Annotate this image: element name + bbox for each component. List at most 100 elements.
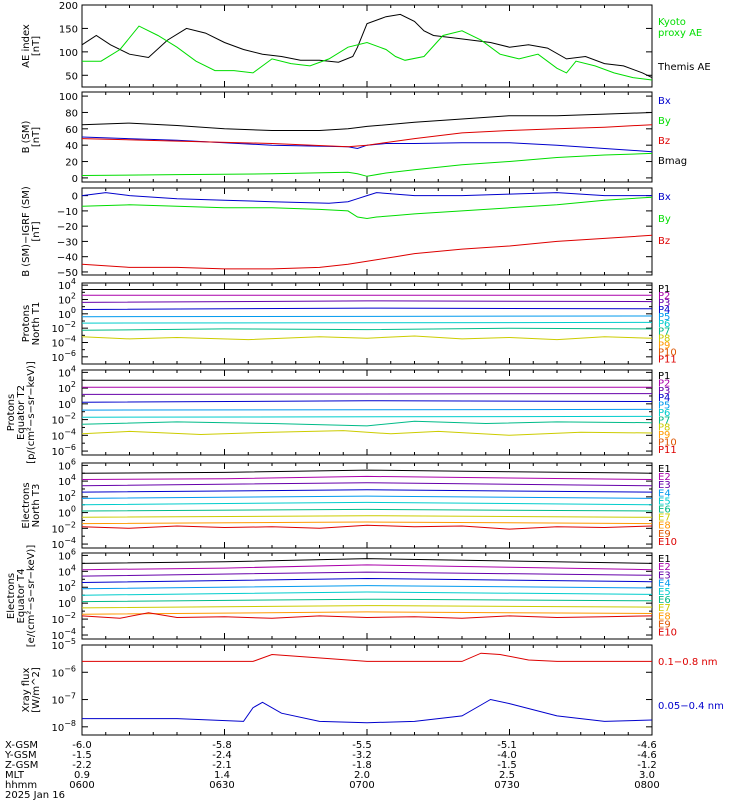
ephemeris-row-label: Y-GSM: [4, 750, 37, 761]
series-line-bz: [81, 124, 653, 148]
series-line-themis-ae: [81, 13, 653, 79]
y-tick-label: 104: [58, 277, 76, 292]
series-line-p7: [81, 420, 653, 427]
y-tick-label: 20: [65, 158, 78, 169]
legend-item: P4: [658, 305, 670, 316]
series-line-0-05-0-4-nm: [82, 698, 653, 724]
series-line-bmag: [81, 112, 653, 131]
legend-item: P6: [658, 408, 670, 419]
legend-item: P7: [658, 326, 670, 337]
series-line-e1: [81, 469, 653, 474]
series-line-e10: [81, 612, 653, 619]
series-line-p8: [81, 430, 653, 436]
panel-frame: [81, 91, 653, 183]
legend-item: P2: [658, 291, 670, 302]
y-tick-label: 40: [65, 141, 78, 152]
y-tick-label: 10−2: [51, 520, 76, 535]
series-line-p5: [81, 315, 653, 318]
legend-item: E4: [658, 579, 671, 590]
y-axis-label: Equator T4: [16, 569, 27, 624]
panel-frame: [81, 369, 653, 456]
series-line-e6: [81, 501, 653, 506]
y-tick-label: 60: [65, 125, 78, 136]
panel-frame: [81, 644, 653, 736]
series-line-e8: [81, 515, 653, 518]
ephemeris-value: -4.0: [497, 750, 517, 761]
y-axis-label: Xray flux: [21, 668, 32, 713]
y-tick-label: −40: [57, 253, 78, 264]
y-tick-label: 0: [72, 192, 78, 203]
series-line-e2: [81, 564, 653, 571]
series-line-e3: [81, 571, 653, 577]
series-line-e4: [81, 577, 653, 583]
ephemeris-row-label: Z-GSM: [5, 760, 38, 771]
series-line-p5: [81, 408, 653, 411]
legend-item: P8: [658, 423, 670, 434]
legend-item: Bmag: [658, 156, 687, 167]
ephemeris-value: -1.5: [72, 750, 92, 761]
legend-item: E7: [658, 513, 671, 524]
legend-item: Themis AE: [657, 62, 711, 73]
series-line-bx: [81, 136, 653, 153]
legend-item: P1: [658, 284, 670, 295]
legend-item: By: [658, 214, 671, 225]
y-axis-label: [p/(cm²−s−sr−keV)]: [26, 361, 37, 464]
legend-item: proxy AE: [658, 28, 702, 39]
legend-item: E1: [658, 554, 671, 565]
legend-item: E3: [658, 570, 671, 581]
y-tick-label: 104: [58, 364, 76, 379]
legend-item: P10: [658, 347, 677, 358]
legend-item: E6: [658, 504, 671, 515]
y-tick-label: 10−4: [51, 536, 76, 551]
y-tick-label: 10−2: [51, 412, 76, 427]
ephemeris-value: 0800: [634, 780, 659, 791]
ephemeris-value: -1.5: [497, 760, 517, 771]
legend-item: E10: [658, 628, 677, 639]
y-tick-label: 106: [58, 457, 76, 472]
series-line-p7: [81, 327, 653, 331]
y-axis-label: Protons: [21, 305, 32, 342]
legend-item: E8: [658, 611, 671, 622]
legend-item: 0.1−0.8 nm: [658, 657, 717, 668]
ephemeris-value: -1.8: [352, 760, 372, 771]
y-tick-label: 50: [65, 71, 78, 82]
legend-item: E5: [658, 587, 671, 598]
series-line-bx: [81, 192, 652, 204]
panel-frame: [81, 4, 653, 88]
legend-item: P9: [658, 340, 670, 351]
ephemeris-value: 0600: [69, 780, 94, 791]
ephemeris-value: 0630: [209, 780, 234, 791]
series-line-p4: [81, 400, 653, 403]
y-tick-label: −10: [57, 207, 78, 218]
y-tick-label: 10−7: [51, 692, 76, 707]
series-line-by: [81, 152, 653, 177]
y-axis-label: [e/(cm²−s−sr−keV)]: [26, 545, 37, 648]
y-tick-label: 100: [58, 306, 76, 321]
panel-3: 0 −10 −20 −30 −40 −50 B (SM)−IGRF (SM) [nT] Bx By…: [21, 186, 671, 279]
y-axis-label: [W/m^2]: [31, 667, 42, 713]
y-tick-label: 10−6: [51, 664, 76, 679]
series-line-e10: [81, 524, 653, 530]
legend-item: P5: [658, 312, 670, 323]
y-axis-label: AE index: [21, 24, 32, 68]
ephemeris-value: -2.1: [212, 760, 232, 771]
y-tick-label: −50: [57, 268, 78, 279]
legend-item: P7: [658, 415, 670, 426]
legend-item: P3: [658, 298, 670, 309]
y-axis-label: [nT]: [31, 221, 42, 241]
y-tick-label: 100: [58, 595, 76, 610]
y-tick-label: 10−6: [51, 349, 76, 364]
y-tick-label: 10−5: [51, 637, 76, 652]
series-line-e3: [81, 482, 653, 487]
y-tick-label: 150: [59, 24, 78, 35]
ephemeris-value: -5.8: [212, 740, 232, 751]
legend-item: Bz: [658, 236, 670, 247]
y-tick-label: 100: [58, 396, 76, 411]
panel-frame: [81, 187, 653, 276]
legend-item: Bx: [658, 96, 671, 107]
series-line-e1: [81, 558, 653, 564]
y-axis-label: North T1: [31, 302, 42, 346]
y-tick-label: 10−4: [51, 627, 76, 642]
ephemeris-value: 0700: [349, 780, 374, 791]
